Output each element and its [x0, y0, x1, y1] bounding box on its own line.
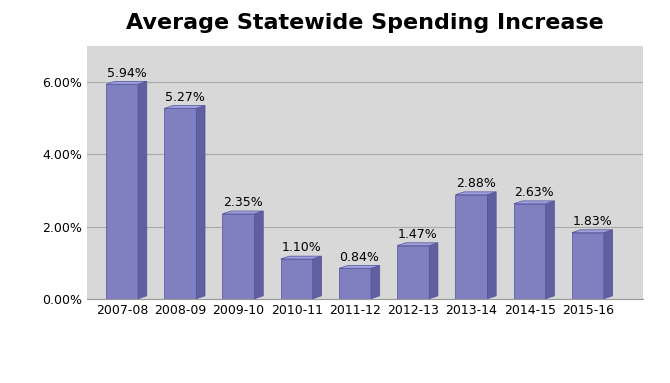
- Polygon shape: [514, 204, 545, 299]
- Polygon shape: [572, 230, 612, 232]
- Polygon shape: [313, 256, 322, 299]
- Text: 5.94%: 5.94%: [107, 67, 146, 80]
- Text: 0.84%: 0.84%: [340, 251, 379, 264]
- Polygon shape: [397, 243, 438, 246]
- Polygon shape: [429, 243, 438, 299]
- Polygon shape: [106, 84, 138, 299]
- Polygon shape: [222, 214, 255, 299]
- Polygon shape: [604, 230, 612, 299]
- Polygon shape: [339, 268, 371, 299]
- Polygon shape: [281, 256, 322, 259]
- Polygon shape: [456, 195, 488, 299]
- Polygon shape: [222, 211, 263, 214]
- Polygon shape: [339, 265, 380, 268]
- Polygon shape: [572, 232, 604, 299]
- Text: 1.10%: 1.10%: [281, 241, 321, 254]
- Text: 2.35%: 2.35%: [223, 196, 263, 209]
- Polygon shape: [106, 81, 147, 84]
- Text: 5.27%: 5.27%: [165, 91, 204, 104]
- Polygon shape: [488, 192, 496, 299]
- Polygon shape: [196, 106, 205, 299]
- Text: 1.83%: 1.83%: [572, 215, 612, 228]
- Polygon shape: [164, 108, 196, 299]
- Polygon shape: [514, 201, 554, 204]
- Text: 2.63%: 2.63%: [514, 186, 554, 199]
- Polygon shape: [255, 211, 263, 299]
- Polygon shape: [545, 201, 554, 299]
- Polygon shape: [456, 192, 496, 195]
- Text: 2.88%: 2.88%: [456, 177, 496, 190]
- Polygon shape: [281, 259, 313, 299]
- Polygon shape: [397, 246, 429, 299]
- Polygon shape: [371, 265, 380, 299]
- Polygon shape: [164, 106, 205, 108]
- Polygon shape: [138, 81, 147, 299]
- Text: 1.47%: 1.47%: [398, 228, 438, 241]
- Title: Average Statewide Spending Increase: Average Statewide Spending Increase: [126, 13, 604, 33]
